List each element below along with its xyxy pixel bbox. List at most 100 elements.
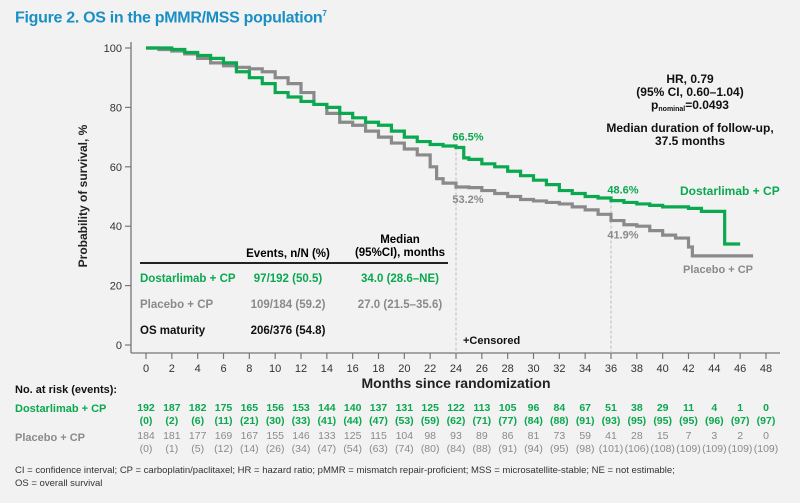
x-tick-label: 48 [760, 363, 772, 375]
at-risk-cell-placebo: 0 (109) [751, 430, 781, 456]
at-risk-cell-placebo: 181 (1) [157, 430, 187, 456]
at-risk-count: 175 [214, 402, 233, 414]
figure-title-text: Figure 2. OS in the pMMR/MSS population [15, 9, 323, 27]
at-risk-events: (14) [239, 443, 259, 455]
at-risk-events: (41) [317, 415, 337, 427]
at-risk-cell-placebo: 115 (63) [364, 430, 394, 456]
at-risk-events: (12) [214, 443, 233, 455]
at-risk-count: 140 [343, 402, 362, 414]
at-risk-events: (26) [265, 443, 285, 455]
row-name: Placebo + CP [140, 299, 214, 311]
at-risk-events: (77) [498, 415, 517, 427]
annotation-label: 53.2% [452, 194, 483, 206]
at-risk-cell-dostarlimab: 192 (0) [131, 402, 161, 428]
at-risk-events: (44) [343, 415, 362, 427]
at-risk-cell-placebo: 81 (94) [519, 430, 549, 456]
at-risk-count: 2 [737, 430, 744, 442]
at-risk-count: 105 [498, 402, 517, 414]
at-risk-count: 182 [188, 402, 207, 414]
y-tick-label: 80 [110, 102, 122, 114]
at-risk-count: 104 [395, 430, 414, 442]
at-risk-cell-dostarlimab: 175 (11) [209, 402, 239, 428]
at-risk-events: (5) [191, 443, 205, 455]
at-risk-events: (95) [549, 443, 569, 455]
at-risk-cell-dostarlimab: 156 (30) [260, 402, 290, 428]
at-risk-count: 3 [711, 430, 718, 442]
at-risk-cell-dostarlimab: 4 (96) [699, 402, 729, 428]
at-risk-count: 41 [605, 430, 617, 442]
at-risk-count: 1 [737, 402, 744, 414]
y-tick-label: 20 [110, 281, 122, 293]
x-tick-label: 36 [605, 363, 617, 375]
at-risk-count: 144 [318, 402, 336, 414]
at-risk-count: 167 [240, 430, 259, 442]
x-tick-label: 20 [398, 363, 410, 375]
at-risk-cell-placebo: 2 (109) [725, 430, 755, 456]
at-risk-count: 155 [266, 430, 284, 442]
at-risk-count: 184 [137, 430, 155, 442]
at-risk-count: 169 [214, 430, 233, 442]
at-risk-events: (47) [317, 443, 337, 455]
at-risk-events: (71) [472, 415, 492, 427]
at-risk-events: (30) [265, 415, 285, 427]
at-risk-events: (98) [575, 443, 595, 455]
followup-line2: 37.5 months [654, 134, 726, 148]
at-risk-events: (74) [394, 443, 414, 455]
footnote-line2: OS = overall survival [15, 478, 103, 489]
x-tick-label: 14 [321, 363, 333, 375]
at-risk-cell-dostarlimab: 11 (95) [674, 402, 704, 428]
y-tick-label: 60 [110, 162, 122, 174]
at-risk-events: (95) [653, 415, 672, 427]
at-risk-count: 177 [188, 430, 207, 442]
at-risk-count: 98 [424, 430, 436, 442]
curve-annotations: 66.5% 48.6% 53.2% 41.9% Dostarlimab + CP Plac… [452, 131, 779, 276]
at-risk-count: 187 [163, 402, 181, 414]
at-risk-events: (106) [624, 443, 650, 455]
legend-table-header: Events, n/N (%) Median (95%CI), months [140, 222, 448, 264]
at-risk-cell-placebo: 3 (109) [699, 430, 729, 456]
at-risk-events: (97) [730, 415, 750, 427]
at-risk-count: 113 [473, 402, 491, 414]
at-risk-count: 146 [292, 430, 310, 442]
at-risk-cell-dostarlimab: 137 (47) [364, 402, 394, 428]
at-risk-cell-placebo: 167 (14) [234, 430, 264, 456]
annotation-label: 48.6% [607, 185, 638, 197]
at-risk-count: 122 [447, 402, 465, 414]
at-risk-cell-placebo: 7 (109) [674, 430, 704, 456]
at-risk-count: 93 [450, 430, 462, 442]
header-events: Events, n/N (%) [246, 248, 330, 260]
reference-lines [455, 147, 612, 353]
at-risk-events: (101) [598, 443, 624, 455]
figure-title: Figure 2. OS in the pMMR/MSS population7 [15, 9, 327, 27]
legend-row-placebo: Placebo + CP 109/184 (59.2) 27.0 (21.5–3… [140, 290, 448, 316]
row-events: 97/192 (50.5) [253, 273, 323, 285]
at-risk-cell-dostarlimab: 122 (62) [441, 402, 471, 428]
row-name: Dostarlimab + CP [140, 273, 236, 285]
at-risk-count: 153 [292, 402, 310, 414]
at-risk-count: 133 [318, 430, 336, 442]
at-risk-events: (95) [627, 415, 647, 427]
at-risk-cell-placebo: 125 (54) [338, 430, 368, 456]
at-risk-count: 59 [579, 430, 591, 442]
at-risk-cell-placebo: 93 (84) [441, 430, 471, 456]
at-risk-cell-dostarlimab: 165 (21) [234, 402, 264, 428]
at-risk-events: (34) [291, 443, 311, 455]
at-risk-cell-placebo: 73 (95) [544, 430, 574, 456]
x-tick-label: 28 [502, 363, 514, 375]
footnote: CI = confidence interval; CP = carboplat… [15, 464, 785, 490]
x-tick-label: 8 [246, 363, 252, 375]
at-risk-label-placebo: Placebo + CP [15, 432, 86, 444]
x-tick-label: 32 [553, 363, 565, 375]
y-tick-label: 40 [110, 221, 122, 233]
x-tick-label: 6 [220, 363, 226, 375]
y-axis-title: Probability of survival, % [76, 124, 90, 267]
at-risk-cell-placebo: 155 (26) [260, 430, 290, 456]
at-risk-cell-placebo: 89 (88) [467, 430, 497, 456]
at-risk-events: (33) [291, 415, 311, 427]
row-name: OS maturity [140, 325, 206, 337]
at-risk-events: (88) [549, 415, 569, 427]
x-tick-label: 42 [682, 363, 694, 375]
at-risk-count: 81 [527, 430, 540, 442]
